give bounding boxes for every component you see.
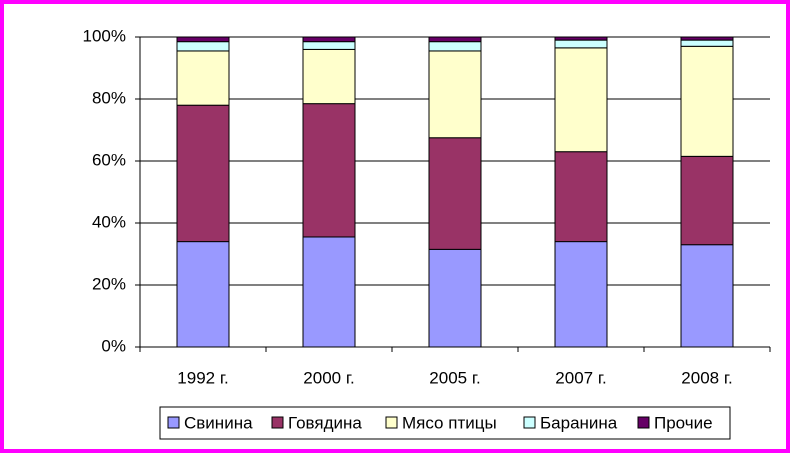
bar-segment (176, 41, 230, 52)
bar-segment (428, 50, 482, 139)
y-tick-label: 40% (92, 212, 126, 231)
legend-label: Говядина (288, 413, 362, 432)
bar-segment (680, 45, 734, 157)
x-tick-label: 2000 г. (303, 368, 354, 387)
bar-segment (302, 48, 356, 105)
bar-segment (176, 50, 230, 106)
bar-segment (428, 137, 482, 250)
y-tick-label: 80% (92, 88, 126, 107)
bar-segment (302, 236, 356, 348)
x-tick-label: 1992 г. (177, 368, 228, 387)
legend-swatch (167, 416, 180, 429)
legend-label: Баранина (540, 413, 618, 432)
bar-segment (302, 36, 356, 43)
bar-segment (554, 47, 608, 153)
bar-segment (554, 241, 608, 348)
legend-box (159, 406, 731, 440)
bar-segment (428, 248, 482, 348)
legend-label: Мясо птицы (402, 413, 497, 432)
y-tick-label: 100% (83, 26, 126, 45)
bar-segment (680, 244, 734, 348)
bar-segment (302, 41, 356, 50)
bar-segment (554, 39, 608, 49)
x-tick-label: 2007 г. (555, 368, 606, 387)
bar-segment (428, 36, 482, 43)
bar-segment (554, 36, 608, 41)
legend-swatch (271, 416, 284, 429)
legend-label: Прочие (654, 413, 713, 432)
bar-segment (176, 104, 230, 243)
legend-label: Свинина (184, 413, 253, 432)
x-tick-label: 2005 г. (429, 368, 480, 387)
bar-segment (302, 103, 356, 238)
bar-segment (680, 155, 734, 246)
bar-segment (428, 41, 482, 52)
y-tick-label: 60% (92, 150, 126, 169)
bar-segment (176, 241, 230, 348)
legend-swatch (523, 416, 536, 429)
bar-segment (554, 151, 608, 243)
bar-segment (680, 36, 734, 41)
y-tick-label: 20% (92, 274, 126, 293)
bar-segment (176, 36, 230, 43)
bar-segment (680, 39, 734, 47)
x-tick-label: 2008 г. (681, 368, 732, 387)
y-tick-label: 0% (101, 336, 126, 355)
legend-swatch (637, 416, 650, 429)
legend-swatch (385, 416, 398, 429)
